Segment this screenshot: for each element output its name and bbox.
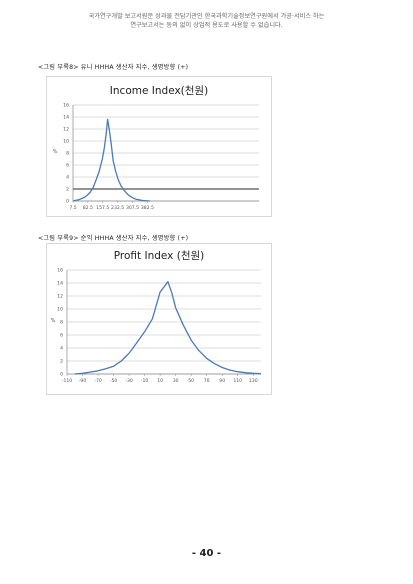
y-tick-label: 4: [66, 175, 69, 181]
x-tick-label: 70: [204, 378, 210, 384]
x-tick-label: -90: [79, 378, 87, 384]
y-tick-label: 0: [60, 372, 63, 378]
y-tick-label: 8: [66, 151, 69, 157]
x-tick-label: 7.5: [69, 205, 76, 211]
y-axis-label: %: [53, 149, 58, 155]
y-tick-label: 12: [63, 127, 69, 133]
series-line: [74, 281, 262, 375]
x-tick-label: 10: [157, 378, 163, 384]
x-tick-label: 50: [188, 378, 194, 384]
y-tick-label: 14: [63, 115, 69, 121]
x-tick-label: 82.5: [83, 205, 93, 211]
chart-title: Profit Index (천원): [114, 250, 204, 262]
x-tick-label: 30: [173, 378, 179, 384]
x-tick-label: 90: [219, 378, 225, 384]
y-tick-label: 12: [57, 294, 63, 300]
y-axis-label: %: [51, 318, 56, 324]
x-tick-label: 307.5: [126, 205, 139, 211]
series-line: [72, 118, 150, 202]
y-tick-label: 0: [66, 199, 69, 205]
figure-caption-income: <그림 부록8> 유니 HHHA 생산자 지수, 생명방향 (+): [38, 64, 189, 71]
income-index-chart-svg: Income Index(천원) 0 2 4 6 8 10 12 14 16% 7.5 82.5 157…: [53, 85, 259, 211]
x-tick-label: 232.5: [111, 205, 124, 211]
x-tick-label: -50: [110, 378, 118, 384]
y-tick-label: 14: [57, 281, 63, 287]
income-index-chart: Income Index(천원) 0 2 4 6 8 10 12 14 16% 7.5 82.5 157…: [46, 76, 272, 217]
usage-notice-line-1: 국가연구개발 보고서원문 성과물 전담기관인 한국과학기술정보연구원에서 가공·…: [88, 13, 325, 20]
y-tick-label: 10: [63, 139, 69, 145]
x-tick-label: -30: [125, 378, 133, 384]
x-tick-label: 157.5: [96, 205, 109, 211]
y-tick-label: 2: [60, 359, 63, 365]
y-tick-label: 6: [66, 163, 69, 169]
profit-index-chart-svg: Profit Index (천원) 0 2 4 6 8 10 12 14 16% -110 -90 -7…: [51, 250, 262, 384]
x-tick-label: 110: [233, 378, 242, 384]
x-tick-label: 382.5: [141, 205, 154, 211]
y-tick-label: 6: [60, 333, 63, 339]
y-tick-label: 16: [57, 268, 63, 274]
y-tick-label: 16: [63, 103, 69, 109]
usage-notice-line-2: 연구보고서는 동의 없이 상업적 용도로 사용할 수 없습니다.: [130, 22, 283, 29]
x-tick-label: -110: [62, 378, 73, 384]
profit-index-chart: Profit Index (천원) 0 2 4 6 8 10 12 14 16% -110 -90 -7…: [46, 243, 272, 395]
y-tick-label: 10: [57, 307, 63, 313]
y-tick-label: 8: [60, 320, 63, 326]
x-tick-label: -70: [94, 378, 102, 384]
x-tick-label: 130: [249, 378, 258, 384]
figure-caption-profit: <그림 부록9> 순익 HHHA 생산자 지수, 생명방향 (+): [38, 235, 189, 242]
x-tick-label: -10: [141, 378, 149, 384]
page-number: - 40 -: [191, 548, 222, 559]
y-tick-label: 2: [66, 187, 69, 193]
y-tick-label: 4: [60, 346, 63, 352]
chart-title: Income Index(천원): [110, 85, 208, 97]
